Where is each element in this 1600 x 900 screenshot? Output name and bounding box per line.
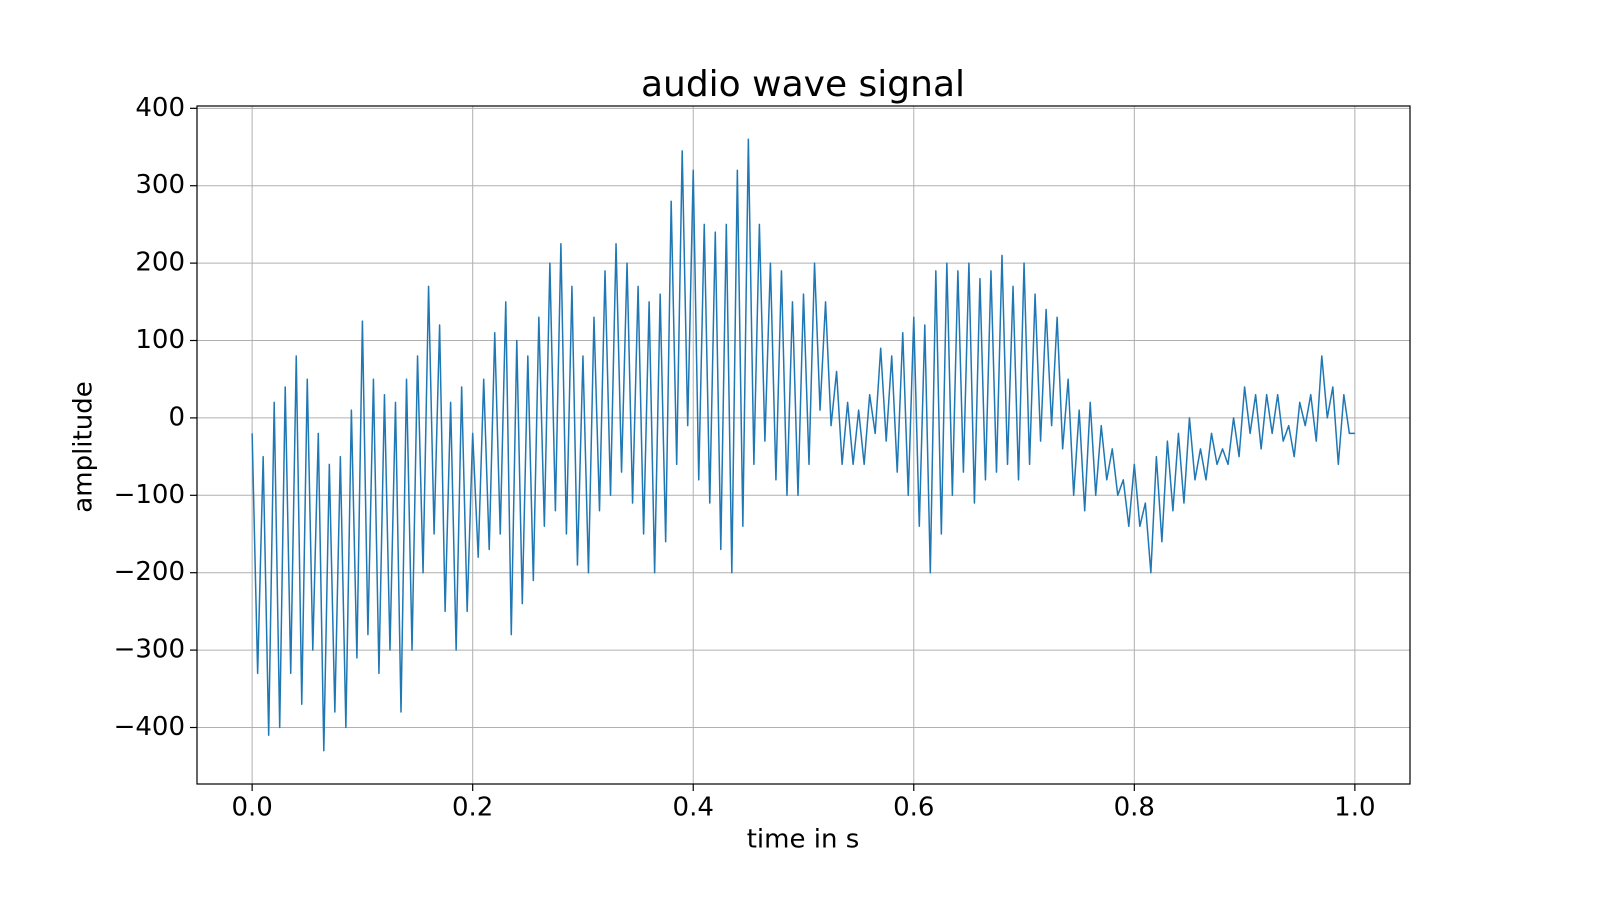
y-tick-label: 0 xyxy=(168,402,185,432)
chart-title: audio wave signal xyxy=(641,64,965,105)
x-tick-label: 1.0 xyxy=(1334,793,1375,823)
x-tick-label: 0.0 xyxy=(231,793,272,823)
plot-frame xyxy=(196,105,1411,785)
y-tick-label: 100 xyxy=(135,325,185,355)
y-tick-label: −200 xyxy=(114,557,185,587)
waveform-line xyxy=(251,138,1355,752)
x-tick-label: 0.2 xyxy=(452,793,493,823)
y-axis-label: amplitude xyxy=(69,381,99,512)
y-tick-label: 400 xyxy=(135,93,185,123)
y-tick-label: −300 xyxy=(114,635,185,665)
y-tick-label: 300 xyxy=(135,170,185,200)
y-tick-label: −400 xyxy=(114,712,185,742)
x-axis-label: time in s xyxy=(747,825,860,855)
y-tick-label: −100 xyxy=(114,480,185,510)
x-tick-label: 0.6 xyxy=(893,793,934,823)
x-tick-label: 0.8 xyxy=(1114,793,1155,823)
x-tick-label: 0.4 xyxy=(673,793,714,823)
y-tick-label: 200 xyxy=(135,248,185,278)
